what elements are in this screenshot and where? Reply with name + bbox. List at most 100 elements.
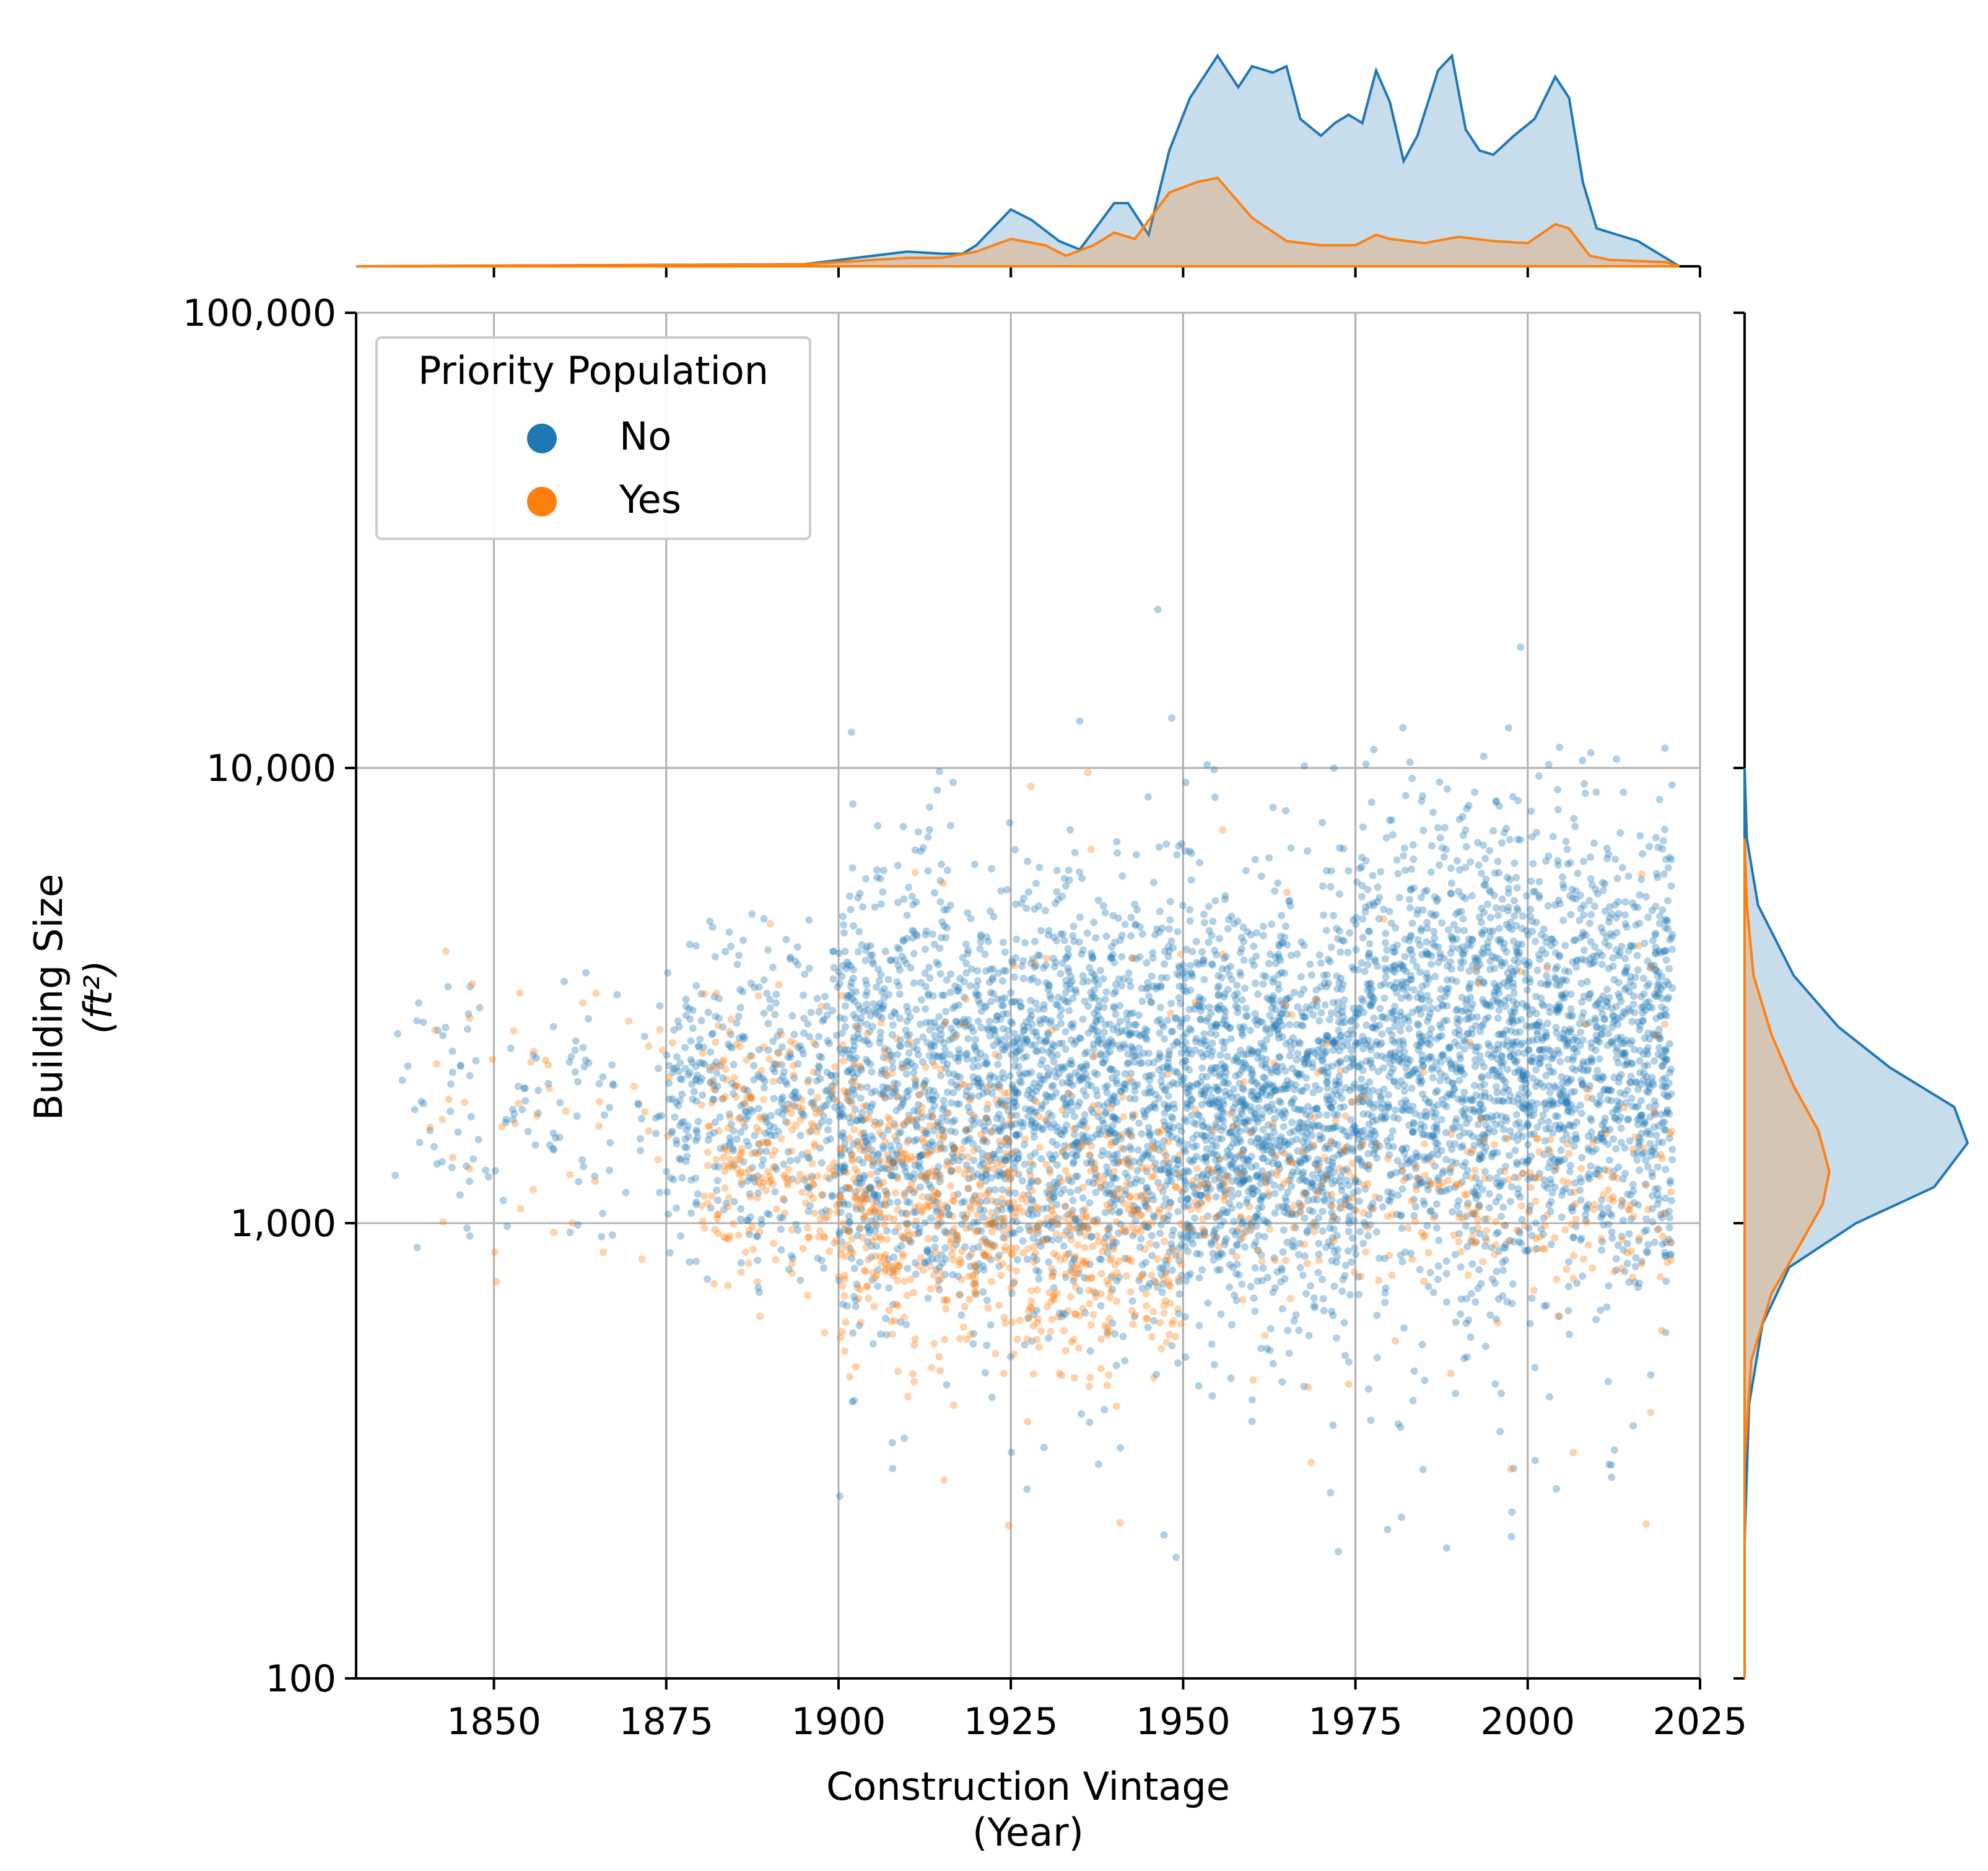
scatter-point xyxy=(1124,1174,1132,1181)
scatter-point xyxy=(666,1249,674,1257)
scatter-point xyxy=(908,892,916,901)
scatter-point xyxy=(652,1130,660,1138)
scatter-point xyxy=(746,1174,754,1182)
scatter-point xyxy=(1010,1164,1018,1172)
scatter-point xyxy=(708,1031,716,1039)
scatter-point xyxy=(1070,1158,1078,1166)
scatter-point xyxy=(1083,1048,1091,1056)
scatter-point xyxy=(1000,1171,1008,1179)
scatter-point xyxy=(835,1231,844,1239)
scatter-point xyxy=(1035,1083,1043,1091)
scatter-point xyxy=(863,1138,871,1146)
scatter-point xyxy=(533,1054,540,1062)
scatter-point xyxy=(1068,977,1076,985)
scatter-point xyxy=(1052,1000,1060,1008)
scatter-point xyxy=(782,936,790,943)
scatter-point xyxy=(1405,1025,1413,1033)
scatter-point xyxy=(1143,959,1151,967)
scatter-point xyxy=(950,1070,958,1078)
scatter-point xyxy=(582,969,590,977)
scatter-point xyxy=(838,1132,846,1140)
scatter-point xyxy=(1201,1132,1210,1140)
scatter-point xyxy=(848,989,856,997)
scatter-point xyxy=(1045,1182,1053,1190)
scatter-point xyxy=(895,1130,903,1137)
scatter-point xyxy=(1115,1229,1123,1237)
scatter-point xyxy=(1179,961,1187,969)
scatter-point xyxy=(518,1106,526,1114)
scatter-point xyxy=(722,1200,730,1208)
scatter-point xyxy=(719,1023,727,1031)
scatter-point xyxy=(1027,1007,1035,1015)
scatter-point xyxy=(1110,1195,1117,1203)
scatter-point xyxy=(1209,917,1217,925)
scatter-point xyxy=(1109,1174,1117,1182)
scatter-point xyxy=(910,979,918,987)
scatter-point xyxy=(938,934,945,941)
scatter-point xyxy=(413,1017,421,1025)
scatter-point xyxy=(1019,1237,1027,1245)
scatter-point xyxy=(862,1137,870,1145)
scatter-point xyxy=(1254,990,1262,998)
scatter-point xyxy=(1614,898,1622,906)
scatter-point xyxy=(1668,1145,1676,1153)
scatter-point xyxy=(997,1155,1005,1163)
scatter-point xyxy=(466,1071,474,1079)
scatter-point xyxy=(977,1079,985,1087)
scatter-point xyxy=(1145,1089,1153,1097)
scatter-point xyxy=(1309,1011,1317,1019)
scatter-point xyxy=(943,1203,951,1211)
scatter-point xyxy=(925,1181,933,1188)
scatter-point xyxy=(973,1267,981,1275)
scatter-point xyxy=(699,1059,706,1067)
scatter-point xyxy=(1156,928,1164,936)
scatter-point xyxy=(1003,1040,1011,1049)
scatter-point xyxy=(962,1161,970,1169)
scatter-point xyxy=(1073,1224,1081,1232)
scatter-point xyxy=(1346,1291,1354,1299)
scatter-point xyxy=(1619,1216,1627,1224)
scatter-point xyxy=(955,1021,963,1029)
scatter-point xyxy=(640,1032,648,1040)
scatter-point xyxy=(756,1288,763,1296)
scatter-point xyxy=(938,918,946,926)
scatter-point xyxy=(1189,1240,1197,1248)
scatter-point xyxy=(1173,1038,1181,1045)
scatter-point xyxy=(1113,1150,1121,1158)
scatter-point xyxy=(868,1132,876,1140)
scatter-point xyxy=(913,1136,921,1144)
scatter-point xyxy=(499,1197,507,1205)
scatter-point xyxy=(766,995,774,1003)
scatter-point xyxy=(936,1120,944,1128)
scatter-point xyxy=(1138,984,1146,992)
scatter-point xyxy=(1114,1159,1122,1167)
scatter-point xyxy=(1038,1104,1046,1112)
scatter-point xyxy=(839,1112,847,1120)
scatter-point xyxy=(893,1136,900,1145)
scatter-point xyxy=(873,866,881,874)
scatter-point xyxy=(1232,1072,1240,1080)
scatter-point xyxy=(1143,1106,1151,1114)
scatter-point xyxy=(970,1120,978,1128)
scatter-point xyxy=(847,962,855,970)
scatter-point xyxy=(1037,927,1045,935)
scatter-point xyxy=(794,961,802,969)
scatter-point xyxy=(1182,1353,1190,1361)
scatter-point xyxy=(1044,1235,1052,1243)
scatter-point xyxy=(1001,1175,1009,1183)
scatter-point xyxy=(1029,1311,1037,1319)
scatter-point xyxy=(925,1113,933,1120)
scatter-point xyxy=(1256,1195,1264,1203)
scatter-point xyxy=(419,1100,427,1107)
scatter-point xyxy=(926,1096,935,1104)
scatter-point xyxy=(1302,1289,1310,1297)
scatter-point xyxy=(928,1255,936,1263)
scatter-point xyxy=(1443,1016,1451,1024)
scatter-point xyxy=(1388,1189,1396,1197)
scatter-point xyxy=(1157,983,1165,991)
scatter-point xyxy=(680,1118,688,1126)
scatter-point xyxy=(1155,1146,1163,1154)
scatter-point xyxy=(902,1070,910,1078)
scatter-point xyxy=(850,1056,858,1064)
scatter-point xyxy=(863,1186,871,1194)
